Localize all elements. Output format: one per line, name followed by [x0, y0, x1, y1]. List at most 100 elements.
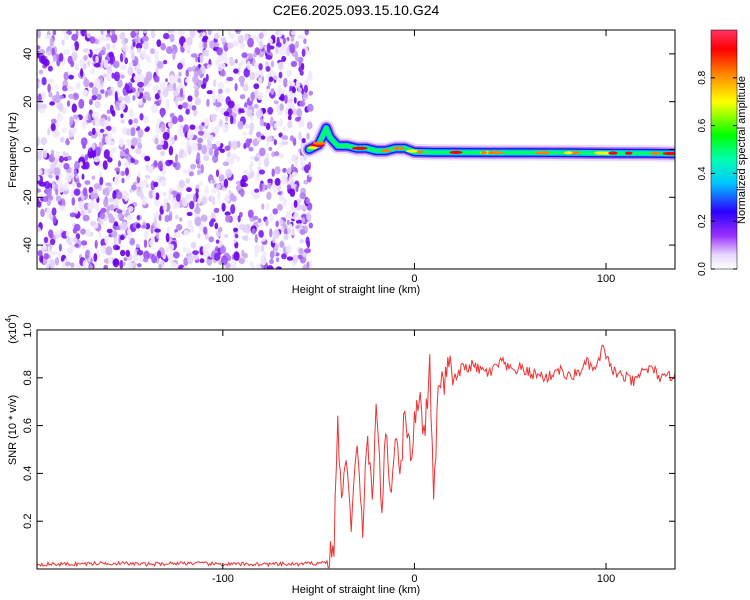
noise-point [261, 203, 265, 210]
noise-point [61, 127, 67, 133]
noise-point [80, 209, 86, 217]
noise-point [111, 30, 115, 36]
noise-point [209, 134, 214, 142]
noise-point [65, 172, 72, 183]
noise-point [254, 234, 258, 243]
noise-point [48, 155, 55, 163]
noise-point [38, 108, 46, 114]
noise-point [118, 96, 124, 102]
noise-point [72, 92, 80, 101]
noise-point [248, 172, 252, 180]
noise-point [233, 227, 239, 232]
y-tick-label: 0.4 [22, 466, 34, 481]
noise-point [43, 253, 49, 260]
noise-point [265, 122, 271, 131]
noise-point [155, 192, 160, 200]
noise-point [130, 127, 136, 137]
noise-point [225, 114, 229, 122]
noise-point [95, 146, 101, 157]
noise-point [71, 166, 75, 175]
noise-point [165, 46, 173, 55]
noise-point [197, 197, 201, 205]
noise-point [190, 163, 197, 170]
noise-point [98, 35, 102, 45]
noise-point [168, 193, 172, 202]
noise-point [182, 266, 190, 269]
noise-point [282, 198, 288, 206]
noise-point [303, 84, 308, 94]
noise-point [278, 61, 283, 70]
noise-point [224, 211, 231, 216]
noise-point [167, 214, 173, 221]
noise-point [275, 46, 279, 55]
noise-point [154, 197, 160, 207]
noise-point [289, 135, 295, 142]
noise-point [271, 168, 275, 177]
noise-point [45, 189, 52, 197]
noise-point [73, 223, 81, 232]
noise-point [222, 161, 230, 167]
noise-point [80, 137, 88, 147]
noise-point [197, 79, 203, 87]
noise-point [272, 208, 279, 215]
signal-track [301, 120, 675, 162]
noise-point [78, 200, 85, 209]
noise-point [265, 219, 269, 227]
noise-point [123, 161, 130, 168]
noise-point [91, 111, 99, 119]
noise-point [145, 126, 150, 132]
noise-point [177, 83, 181, 92]
noise-point [114, 176, 120, 184]
noise-point [281, 55, 287, 62]
noise-point [194, 88, 199, 98]
noise-point [197, 137, 204, 144]
noise-point [218, 88, 223, 94]
noise-point [66, 100, 71, 107]
noise-point [151, 30, 155, 39]
signal-hotspot [449, 150, 463, 154]
noise-point [74, 205, 79, 215]
noise-point [65, 137, 69, 146]
noise-point [287, 119, 293, 129]
noise-point [266, 88, 271, 94]
y-tick-label: 0 [22, 146, 34, 152]
noise-point [283, 233, 289, 241]
noise-point [189, 124, 196, 130]
noise-point [242, 131, 247, 136]
noise-point [224, 87, 231, 94]
noise-point [63, 48, 70, 56]
noise-point [127, 232, 131, 242]
noise-point [91, 86, 99, 96]
noise-point [136, 187, 143, 197]
noise-point [277, 85, 282, 93]
noise-point [216, 140, 221, 148]
x-tick-label: 100 [597, 573, 615, 585]
noise-point [113, 221, 119, 227]
noise-point [144, 155, 151, 161]
noise-point [98, 132, 103, 141]
noise-point [62, 151, 67, 157]
noise-point [73, 237, 78, 244]
noise-point [73, 114, 79, 120]
noise-point [107, 213, 113, 219]
noise-point [196, 143, 203, 151]
noise-point [162, 202, 168, 212]
noise-point [89, 36, 96, 44]
noise-point [230, 153, 238, 160]
noise-point [196, 169, 202, 176]
noise-point [137, 81, 144, 88]
noise-point [206, 98, 210, 107]
noise-point [88, 82, 94, 88]
noise-point [252, 215, 259, 220]
noise-point [153, 85, 158, 91]
noise-point [117, 160, 121, 168]
noise-point [280, 93, 285, 102]
noise-point [276, 102, 280, 113]
noise-point [266, 191, 272, 200]
noise-point [112, 60, 120, 69]
noise-point [132, 95, 136, 101]
noise-point [265, 55, 273, 60]
noise-point [260, 244, 265, 252]
noise-point [247, 209, 254, 219]
noise-point [216, 47, 223, 56]
